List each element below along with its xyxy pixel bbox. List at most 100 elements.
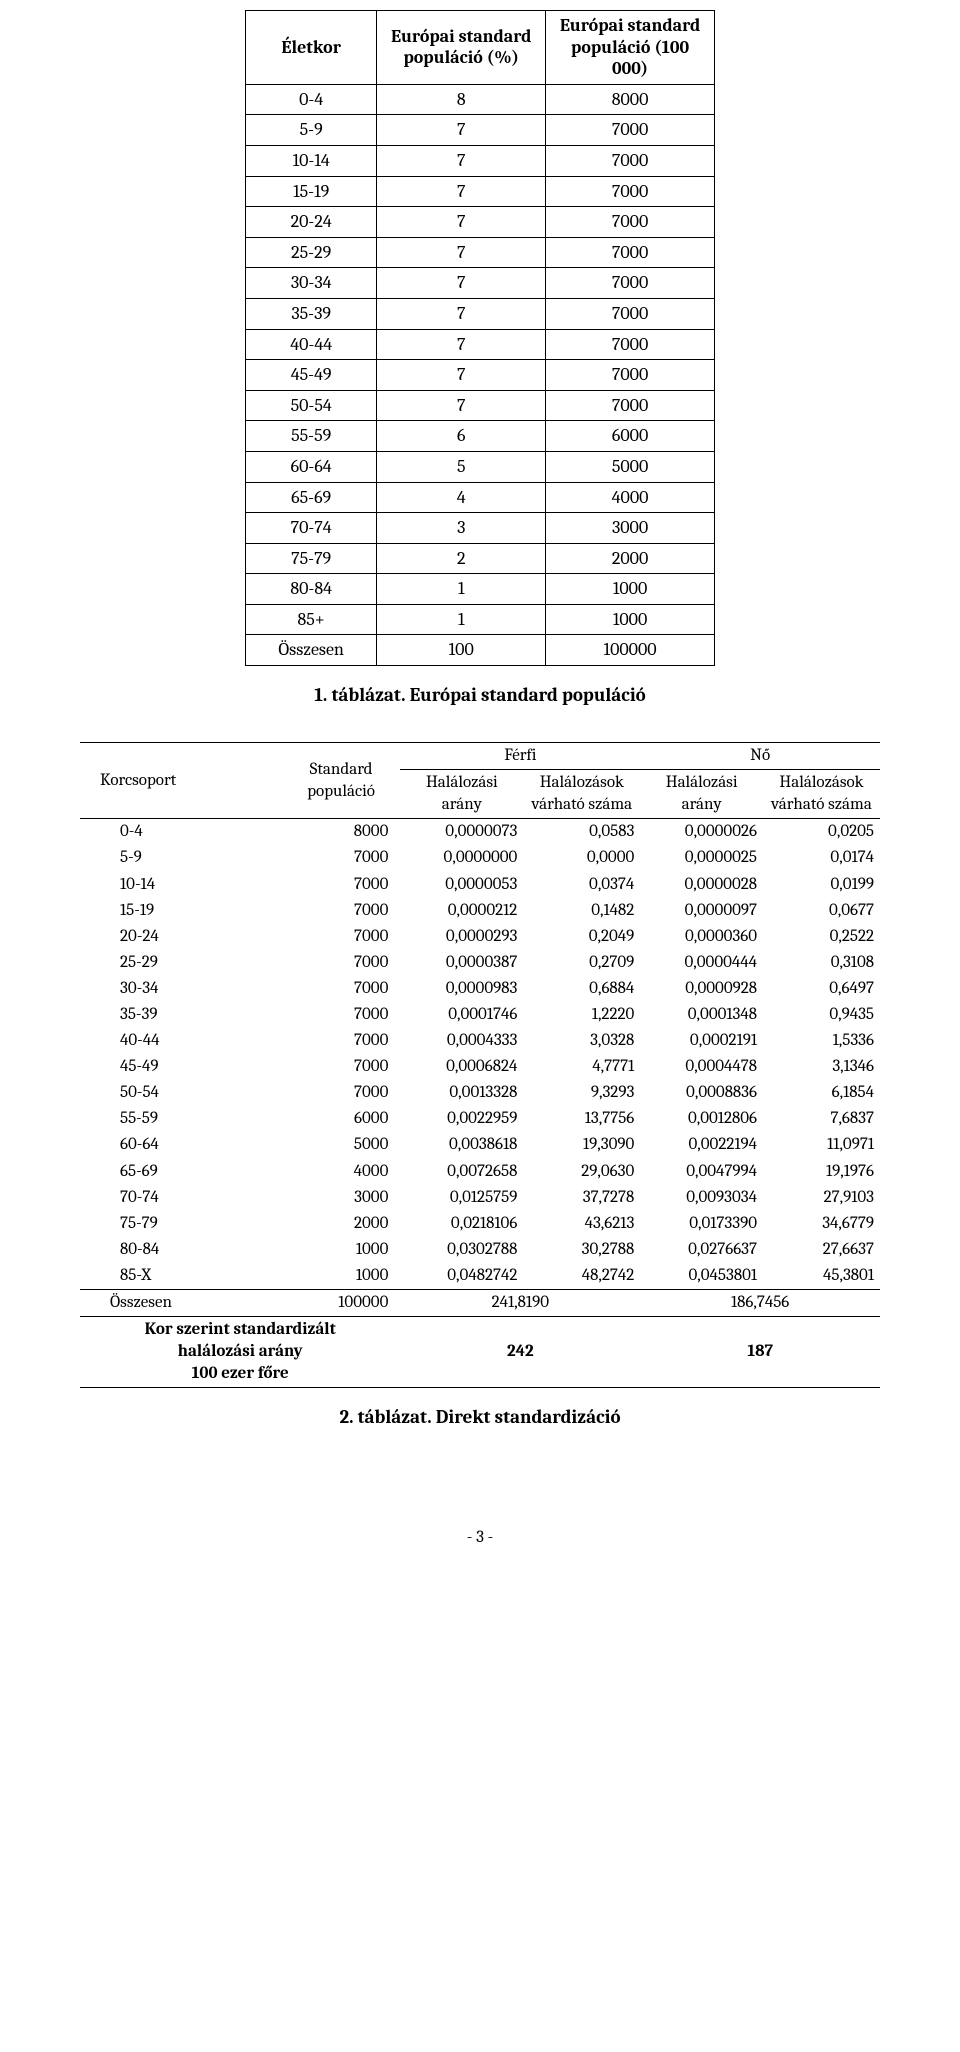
cell-ferfi-varhato: 30,2788 — [523, 1237, 640, 1263]
cell-pct: 7 — [377, 298, 546, 329]
cell-no-arany: 0,0008836 — [640, 1080, 763, 1106]
cell-kor: 15-19 — [80, 898, 282, 924]
cell-ferfi-varhato: 29,0630 — [523, 1159, 640, 1185]
cell-kor: 25-29 — [80, 950, 282, 976]
cell-ferfi-varhato: 3,0328 — [523, 1028, 640, 1054]
cell-std: 7000 — [282, 924, 401, 950]
cell-no-varhato: 6,1854 — [763, 1080, 880, 1106]
table-row: 40-4477000 — [246, 329, 715, 360]
table-row: 30-3470000,00009830,68840,00009280,6497 — [80, 976, 880, 1002]
cell-no-varhato: 0,3108 — [763, 950, 880, 976]
cell-ferfi-varhato: 0,0000 — [523, 845, 640, 871]
table-row: 75-7922000 — [246, 543, 715, 574]
cell-age: 15-19 — [246, 176, 377, 207]
cell-pop: 7000 — [546, 145, 715, 176]
summary-label-line1: Kor szerint standardizált — [145, 1320, 336, 1339]
col-pct: Európai standard populáció (%) — [377, 11, 546, 85]
cell-std: 7000 — [282, 872, 401, 898]
cell-kor: 50-54 — [80, 1080, 282, 1106]
cell-pct: 8 — [377, 84, 546, 115]
cell-age: 60-64 — [246, 451, 377, 482]
cell-ferfi-arany: 0,0218106 — [400, 1211, 523, 1237]
cell-no-arany: 0,0173390 — [640, 1211, 763, 1237]
cell-ferfi-varhato: 43,6213 — [523, 1211, 640, 1237]
cell-pop: 7000 — [546, 390, 715, 421]
table-row: 35-3977000 — [246, 298, 715, 329]
cell-no-arany: 0,0093034 — [640, 1185, 763, 1211]
cell-no-varhato: 27,6637 — [763, 1237, 880, 1263]
cell-no-varhato: 0,6497 — [763, 976, 880, 1002]
cell-std: 1000 — [282, 1263, 401, 1290]
cell-no-arany: 0,0000026 — [640, 819, 763, 846]
cell-ferfi-varhato: 0,2709 — [523, 950, 640, 976]
table-row: 55-5966000 — [246, 421, 715, 452]
total-no: 186,7456 — [640, 1290, 880, 1317]
cell-no-arany: 0,0000025 — [640, 845, 763, 871]
cell-pct: 7 — [377, 237, 546, 268]
cell-ferfi-arany: 0,0006824 — [400, 1054, 523, 1080]
table-row: 15-1977000 — [246, 176, 715, 207]
cell-kor: 0-4 — [80, 819, 282, 846]
cell-kor: 40-44 — [80, 1028, 282, 1054]
cell-no-varhato: 0,0677 — [763, 898, 880, 924]
cell-ferfi-varhato: 0,0583 — [523, 819, 640, 846]
cell-pct: 7 — [377, 390, 546, 421]
cell-kor: 80-84 — [80, 1237, 282, 1263]
cell-ferfi-varhato: 1,2220 — [523, 1002, 640, 1028]
cell-no-varhato: 3,1346 — [763, 1054, 880, 1080]
cell-ferfi-varhato: 4,7771 — [523, 1054, 640, 1080]
cell-kor: 20-24 — [80, 924, 282, 950]
cell-ferfi-arany: 0,0013328 — [400, 1080, 523, 1106]
cell-age: 65-69 — [246, 482, 377, 513]
cell-age: 80-84 — [246, 574, 377, 605]
table-row: 0-480000,00000730,05830,00000260,0205 — [80, 819, 880, 846]
cell-ferfi-arany: 0,0000293 — [400, 924, 523, 950]
cell-kor: 85-X — [80, 1263, 282, 1290]
table2-header-row1: Korcsoport Standard populáció Férfi Nő — [80, 743, 880, 770]
table-row: Összesen100100000 — [246, 635, 715, 666]
cell-ferfi-varhato: 0,1482 — [523, 898, 640, 924]
cell-ferfi-varhato: 48,2742 — [523, 1263, 640, 1290]
cell-std: 4000 — [282, 1159, 401, 1185]
cell-pop: 6000 — [546, 421, 715, 452]
cell-age: 25-29 — [246, 237, 377, 268]
cell-std: 7000 — [282, 976, 401, 1002]
cell-no-arany: 0,0000097 — [640, 898, 763, 924]
table-row: 30-3477000 — [246, 268, 715, 299]
total-ferfi: 241,8190 — [400, 1290, 640, 1317]
cell-ferfi-varhato: 0,6884 — [523, 976, 640, 1002]
col-standard-pop: Standard populáció — [282, 743, 401, 819]
cell-ferfi-arany: 0,0000053 — [400, 872, 523, 898]
cell-pop: 8000 — [546, 84, 715, 115]
cell-ferfi-varhato: 37,7278 — [523, 1185, 640, 1211]
cell-pop: 7000 — [546, 207, 715, 238]
cell-std: 7000 — [282, 898, 401, 924]
cell-age: 30-34 — [246, 268, 377, 299]
cell-kor: 75-79 — [80, 1211, 282, 1237]
table-row: 45-4977000 — [246, 360, 715, 391]
table-row: 40-4470000,00043333,03280,00021911,5336 — [80, 1028, 880, 1054]
cell-pop: 7000 — [546, 298, 715, 329]
table2-caption: 2. táblázat. Direkt standardizáció — [80, 1406, 880, 1428]
cell-pct: 4 — [377, 482, 546, 513]
table-row: 45-4970000,00068244,77710,00044783,1346 — [80, 1054, 880, 1080]
table-row: 10-1477000 — [246, 145, 715, 176]
cell-no-varhato: 0,2522 — [763, 924, 880, 950]
cell-ferfi-arany: 0,0482742 — [400, 1263, 523, 1290]
cell-pop: 5000 — [546, 451, 715, 482]
cell-std: 7000 — [282, 1028, 401, 1054]
cell-pct: 1 — [377, 574, 546, 605]
table-header-row: Életkor Európai standard populáció (%) E… — [246, 11, 715, 85]
table2-total-row: Összesen 100000 241,8190 186,7456 — [80, 1290, 880, 1317]
table1-caption: 1. táblázat. Európai standard populáció — [80, 684, 880, 706]
cell-pop: 7000 — [546, 329, 715, 360]
table-row: 65-6944000 — [246, 482, 715, 513]
cell-ferfi-arany: 0,0302788 — [400, 1237, 523, 1263]
cell-pop: 4000 — [546, 482, 715, 513]
table-row: 50-5470000,00133289,32930,00088366,1854 — [80, 1080, 880, 1106]
cell-age: 10-14 — [246, 145, 377, 176]
table-row: 25-2970000,00003870,27090,00004440,3108 — [80, 950, 880, 976]
cell-ferfi-arany: 0,0072658 — [400, 1159, 523, 1185]
cell-ferfi-arany: 0,0000387 — [400, 950, 523, 976]
cell-pop: 3000 — [546, 513, 715, 544]
